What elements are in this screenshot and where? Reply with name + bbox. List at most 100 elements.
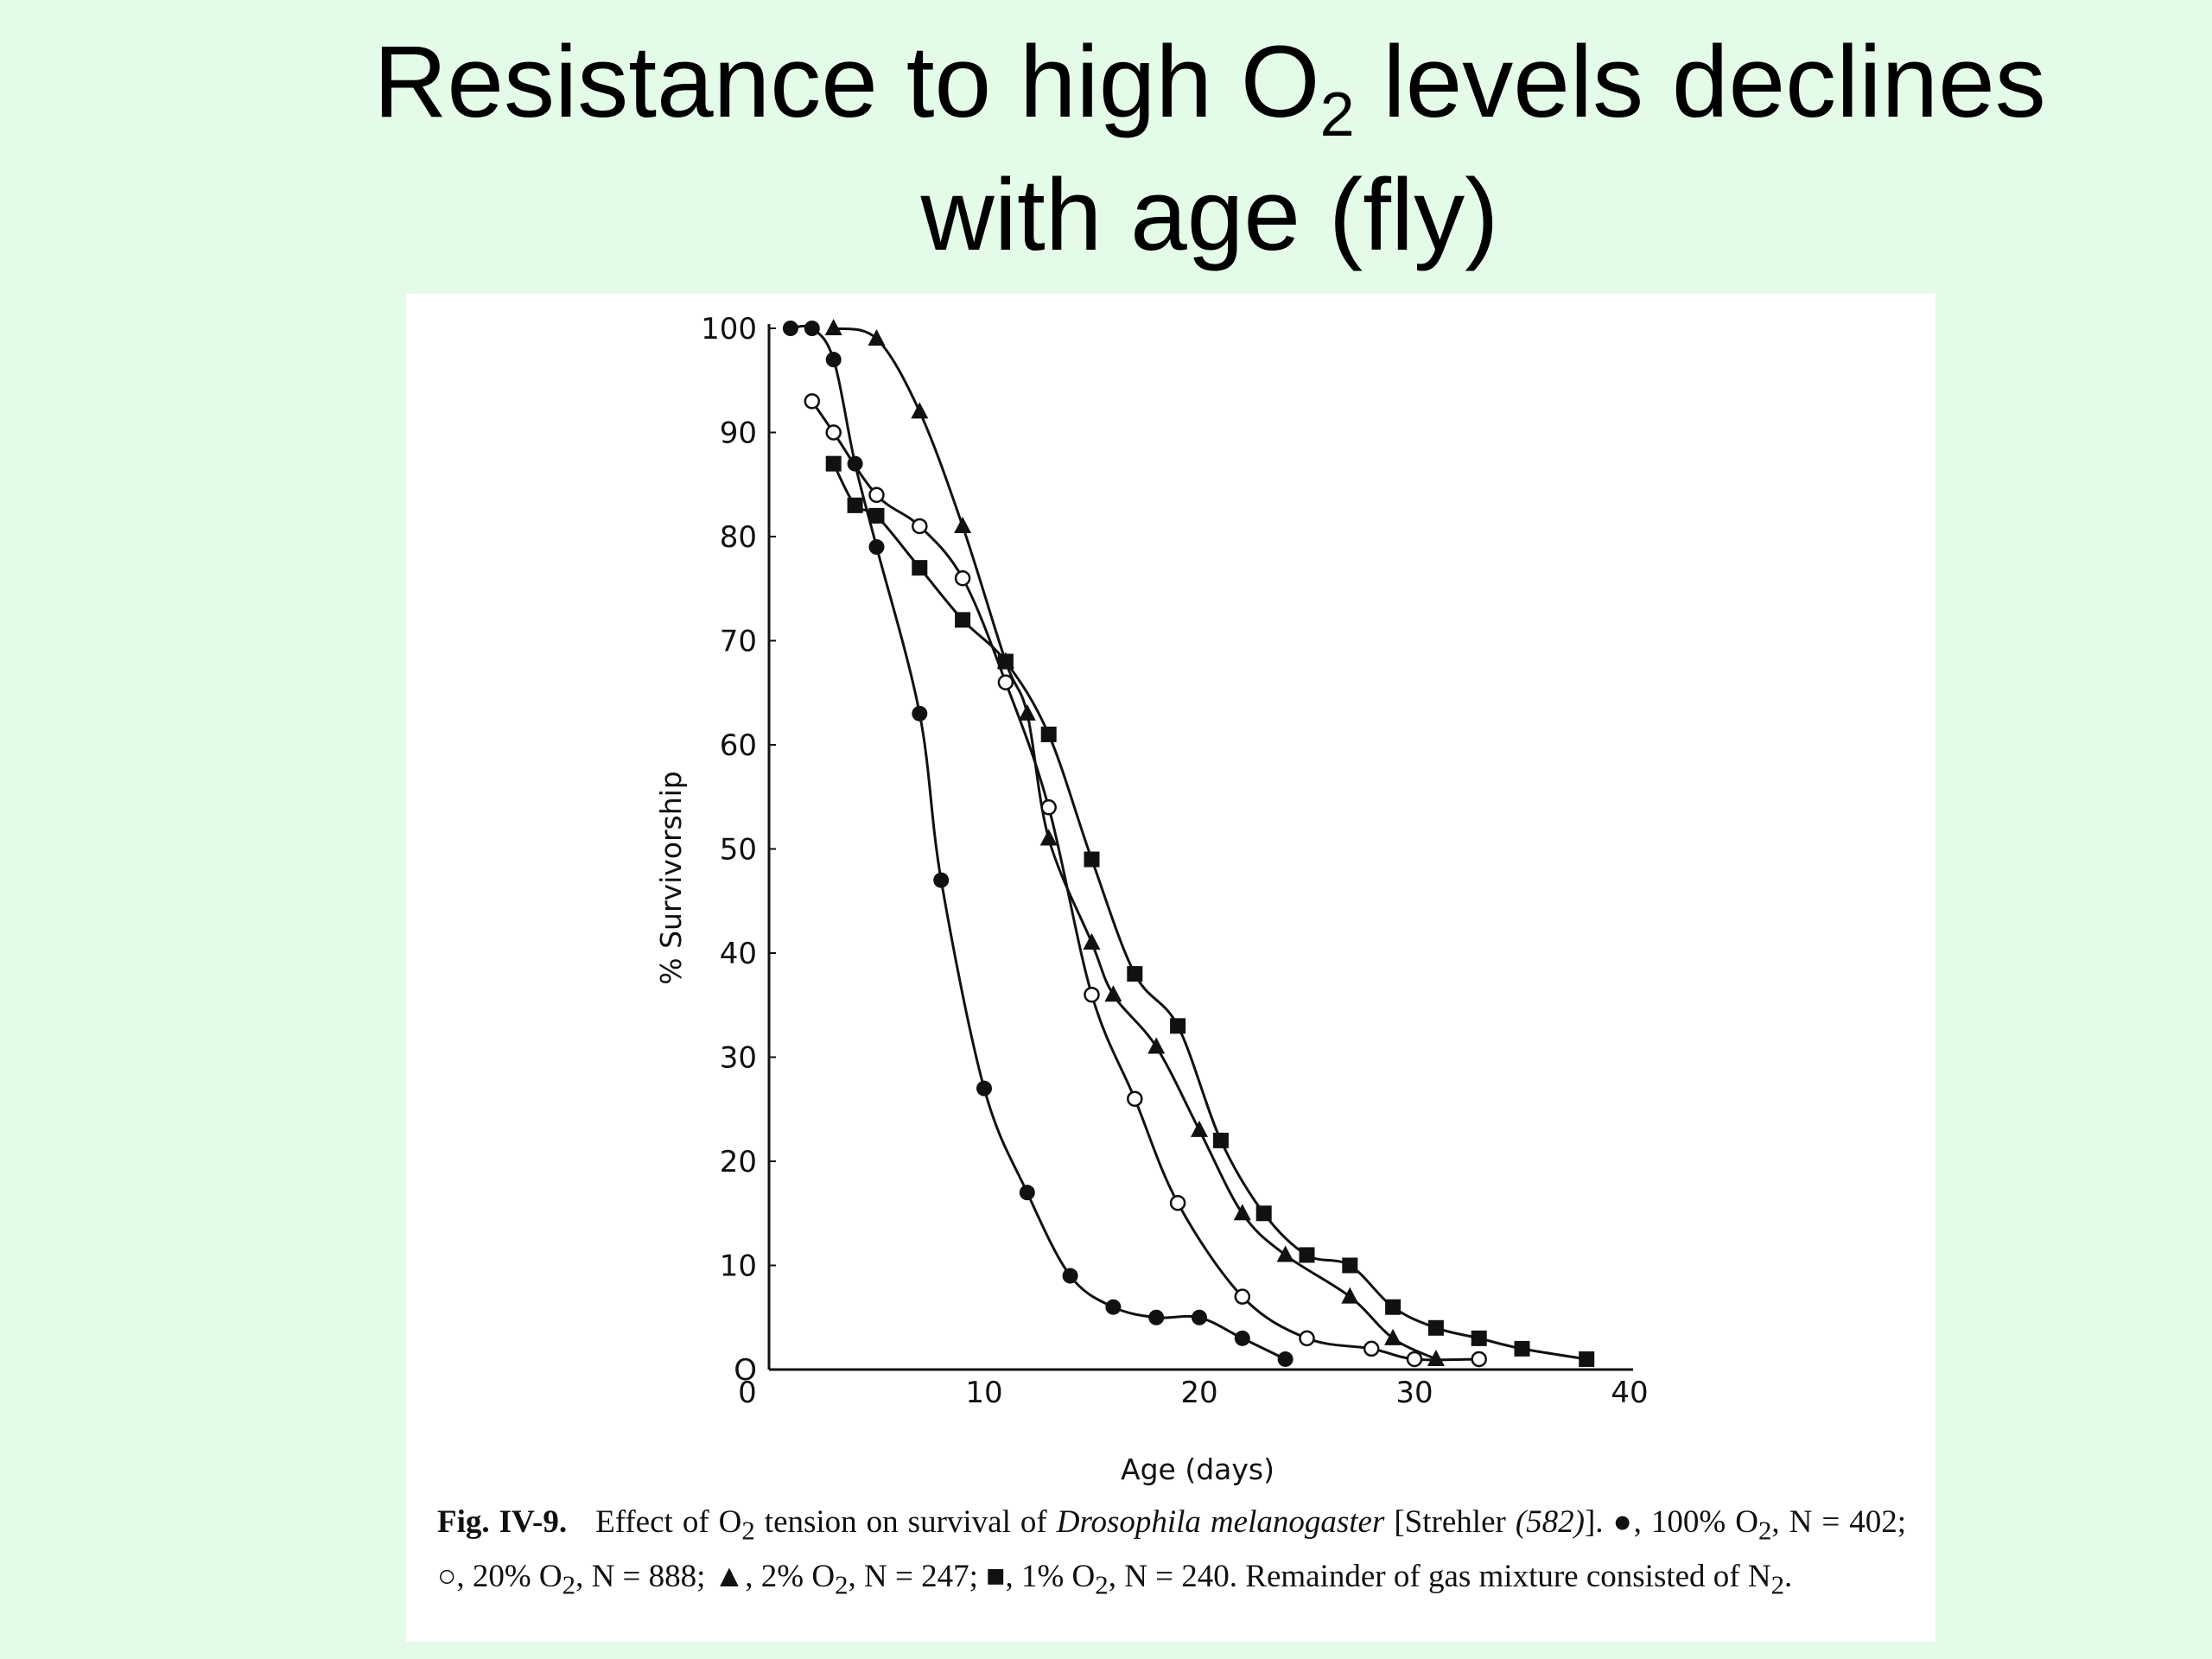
caption-text: , N = 240. Remainder of gas mixture cons… bbox=[1108, 1559, 1771, 1595]
data-point-2pct bbox=[1384, 1328, 1402, 1345]
caption-sub: 2 bbox=[1770, 1570, 1785, 1600]
y-tick-label: 70 bbox=[720, 625, 757, 659]
data-point-2pct bbox=[1018, 703, 1036, 721]
figure-panel: O 10 20 30 40 50 60 70 80 90 100 0 10 20 30 40 % Surviv… bbox=[406, 294, 1936, 1642]
y-axis-label: % Survivorship bbox=[654, 771, 688, 984]
caption-text: [Strehler bbox=[1384, 1504, 1516, 1540]
data-point-100pct bbox=[825, 352, 842, 368]
data-point-100pct bbox=[933, 872, 950, 888]
series-line bbox=[810, 400, 1479, 1362]
curves bbox=[790, 324, 1587, 1362]
caption-sub: 2 bbox=[741, 1516, 755, 1546]
data-point-1pct bbox=[868, 507, 885, 524]
data-point-1pct bbox=[847, 497, 863, 513]
x-tick-label: 30 bbox=[1395, 1376, 1433, 1410]
data-point-100pct bbox=[1062, 1268, 1078, 1284]
data-point-100pct bbox=[1234, 1330, 1250, 1346]
data-point-1pct bbox=[1255, 1205, 1272, 1222]
data-point-2pct bbox=[1039, 829, 1058, 846]
caption-species: Drosophila melanogaster bbox=[1056, 1504, 1385, 1540]
y-tick-label: 30 bbox=[720, 1041, 757, 1076]
data-point-1pct bbox=[997, 653, 1014, 670]
data-point-2pct bbox=[824, 319, 842, 335]
y-tick-label: 20 bbox=[720, 1145, 757, 1179]
caption-sub: 2 bbox=[562, 1570, 576, 1600]
data-point-1pct bbox=[1212, 1132, 1229, 1148]
caption-text: ]. ●, 100% O bbox=[1584, 1504, 1758, 1540]
data-point-2pct bbox=[1191, 1120, 1208, 1137]
x-tick-label: 40 bbox=[1611, 1376, 1648, 1410]
data-point-1pct bbox=[1040, 726, 1057, 742]
data-point-100pct bbox=[847, 455, 863, 472]
data-point-20pct bbox=[954, 569, 971, 587]
data-point-100pct bbox=[1192, 1309, 1207, 1325]
title-line2: with age (fly) bbox=[920, 158, 1499, 272]
data-point-2pct bbox=[954, 516, 972, 533]
caption-ref: (582) bbox=[1515, 1504, 1585, 1540]
caption-text: , N = 888; ▲, 2% O bbox=[575, 1559, 836, 1595]
data-point-20pct bbox=[1169, 1194, 1186, 1211]
data-point-1pct bbox=[1342, 1257, 1358, 1274]
data-point-1pct bbox=[1427, 1319, 1444, 1336]
x-axis-label: Age (days) bbox=[1121, 1452, 1274, 1486]
data-point-2pct bbox=[1233, 1204, 1251, 1221]
data-point-2pct bbox=[1104, 985, 1122, 1002]
data-point-100pct bbox=[1019, 1185, 1035, 1201]
y-tick-label: 90 bbox=[720, 416, 757, 451]
title-part2: levels declines bbox=[1354, 25, 2046, 139]
y-tick-label: 10 bbox=[720, 1249, 757, 1284]
data-point-2pct bbox=[911, 402, 929, 419]
data-point-20pct bbox=[912, 518, 928, 535]
title-part1: Resistance to high O bbox=[373, 25, 1320, 139]
y-tick-label: O bbox=[734, 1353, 757, 1388]
series-line bbox=[833, 327, 1437, 1361]
data-point-100pct bbox=[1148, 1309, 1165, 1325]
data-point-100pct bbox=[1277, 1351, 1294, 1367]
data-point-20pct bbox=[1040, 799, 1057, 816]
series-line bbox=[832, 463, 1587, 1361]
markers bbox=[782, 319, 1595, 1368]
data-point-100pct bbox=[976, 1080, 992, 1096]
data-point-2pct bbox=[1147, 1037, 1166, 1054]
data-point-2pct bbox=[1341, 1287, 1359, 1304]
data-point-20pct bbox=[1299, 1330, 1315, 1347]
survivorship-chart: O 10 20 30 40 50 60 70 80 90 100 0 10 20 30 40 % Surviv… bbox=[654, 312, 1649, 1486]
data-point-1pct bbox=[825, 455, 842, 472]
data-point-20pct bbox=[804, 393, 821, 410]
caption-text: Effect of O bbox=[595, 1504, 742, 1540]
data-point-20pct bbox=[868, 486, 885, 504]
x-tick-label: 10 bbox=[965, 1376, 1002, 1410]
caption-text: . bbox=[1784, 1559, 1793, 1595]
y-tick-label: 100 bbox=[701, 312, 757, 346]
data-point-1pct bbox=[912, 560, 928, 576]
data-point-20pct bbox=[1084, 986, 1100, 1003]
y-tick-label: 80 bbox=[720, 520, 757, 555]
data-point-20pct bbox=[997, 674, 1014, 690]
slide-title: Resistance to high O2 levels declines wit… bbox=[0, 16, 2212, 282]
caption-text: tension on survival of bbox=[754, 1504, 1057, 1540]
caption-text: , N = 402; ○, 20% O bbox=[437, 1504, 1907, 1595]
data-point-2pct bbox=[1083, 932, 1101, 950]
data-point-100pct bbox=[1105, 1299, 1122, 1315]
data-point-100pct bbox=[868, 539, 885, 556]
data-point-1pct bbox=[1170, 1018, 1186, 1034]
data-point-100pct bbox=[804, 321, 820, 336]
axes: O 10 20 30 40 50 60 70 80 90 100 0 10 20 30 40 bbox=[701, 312, 1649, 1410]
data-point-2pct bbox=[1427, 1349, 1445, 1366]
x-tick-label: 20 bbox=[1180, 1376, 1217, 1410]
data-point-1pct bbox=[1299, 1247, 1315, 1263]
data-point-1pct bbox=[1579, 1351, 1595, 1367]
y-tick-label: 50 bbox=[720, 833, 757, 868]
data-point-1pct bbox=[1385, 1299, 1402, 1315]
caption-sub: 2 bbox=[1095, 1570, 1109, 1600]
data-point-20pct bbox=[1127, 1090, 1143, 1107]
figure-caption: Fig. IV-9. Effect of O2 tension on survi… bbox=[437, 1499, 1906, 1609]
y-tick-label: 40 bbox=[720, 937, 757, 971]
y-tick-label: 60 bbox=[720, 728, 757, 763]
data-point-20pct bbox=[825, 424, 842, 441]
x-tick-label: 0 bbox=[738, 1376, 757, 1410]
data-point-100pct bbox=[782, 321, 798, 336]
data-point-2pct bbox=[868, 329, 886, 346]
title-subscript: 2 bbox=[1319, 80, 1355, 149]
data-point-1pct bbox=[1471, 1330, 1487, 1346]
